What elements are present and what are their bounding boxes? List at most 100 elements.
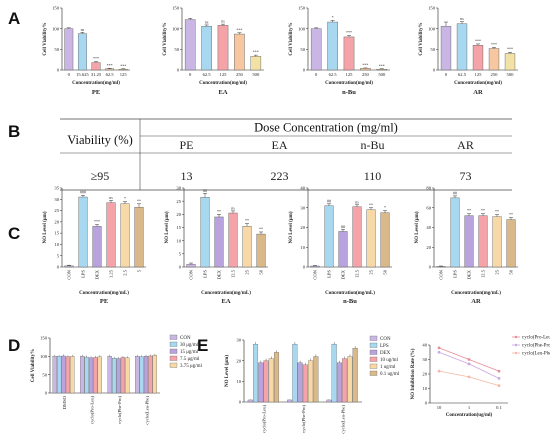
chart-a-ea: 0 50 100 150 Cell Viability% 0 ns 62.5 ns 125 *** 2…: [163, 6, 264, 96]
bar: [360, 68, 371, 71]
y-axis-label: NO Inhibition Rate (%): [411, 348, 416, 399]
chart-d: 0 50 100 150 Cell Viability% DMSO cyclo(Pro-Le…: [31, 334, 202, 425]
y-axis-label: Cell Viability%: [289, 22, 294, 55]
y-tick-label: 25: [54, 208, 59, 213]
panel-letter-d: D: [8, 336, 20, 355]
significance-label: ***: [491, 42, 497, 47]
x-tick-label: DEX: [95, 269, 100, 279]
y-tick-label: 30: [54, 197, 59, 202]
significance-label: **: [217, 209, 221, 214]
bar: [492, 216, 502, 268]
y-tick-label: 35: [54, 186, 59, 191]
x-tick-label: 12.5: [481, 269, 486, 278]
bar: [201, 25, 212, 71]
bar: [52, 356, 57, 394]
y-axis-label: Cell Viability%: [43, 22, 48, 55]
legend-swatch: [369, 349, 378, 355]
bar: [57, 356, 62, 394]
x-tick-label: cyclo(Leu-Phe): [340, 405, 345, 434]
x-tick-label: 250: [236, 72, 244, 77]
x-tick-label: 250: [491, 72, 499, 77]
significance-label: ##: [203, 188, 207, 193]
bar: [464, 215, 474, 268]
x-tick-label: 0: [68, 72, 71, 77]
y-tick-label: 20: [54, 219, 59, 224]
significance-label: **: [259, 226, 263, 231]
legend-swatch: [369, 342, 378, 348]
legend-label: 7.5 μg/ml: [180, 357, 200, 362]
x-tick-label: 50: [259, 269, 264, 274]
y-tick-label: 0: [239, 400, 242, 405]
y-tick-label: 20: [236, 358, 241, 363]
significance-label: ns: [221, 19, 225, 24]
y-tick-label: 0: [57, 265, 60, 270]
y-tick-label: 15: [54, 231, 59, 236]
x-axis-label: Concentration(mg/ml): [199, 81, 247, 86]
data-point: [437, 346, 441, 350]
x-tick-label: 62.5: [458, 72, 467, 77]
x-tick-label: 125: [220, 72, 228, 77]
x-tick-label: 500: [507, 72, 515, 77]
chart-c-nbu: 0 10 20 30 40 NO Level (μm) CON ## LPS ## DEX ns 12.…: [289, 186, 392, 305]
y-axis-label: NO Level (μm): [43, 211, 48, 243]
bar: [77, 33, 87, 71]
y-tick-label: 100: [172, 26, 180, 31]
legend-label: 30 μg/ml: [180, 343, 199, 348]
bar: [247, 399, 253, 403]
panel-letter-c: C: [8, 224, 20, 243]
bar: [105, 68, 115, 71]
significance-label: **: [369, 202, 373, 207]
y-tick-label: 50: [174, 47, 179, 52]
x-tick-label: 25: [495, 269, 500, 274]
x-tick-label: 62.5: [203, 72, 212, 77]
chart-e-bars: 0 10 20 30 NO Level (μm) cyclo(Pro-Leu) cyclo(…: [225, 335, 400, 434]
bar: [268, 358, 274, 403]
x-tick-label: 62.5: [106, 72, 115, 77]
bar: [200, 197, 210, 268]
bar: [61, 355, 66, 394]
legend-swatch: [169, 355, 178, 361]
data-point: [497, 369, 501, 373]
bar: [228, 212, 238, 268]
y-tick-label: 100: [52, 26, 60, 31]
bar: [504, 53, 516, 71]
x-tick-label: 2.5: [123, 269, 128, 275]
y-tick-label: 20: [422, 372, 427, 377]
significance-label: ##: [327, 198, 331, 203]
panel-letter-a: A: [8, 9, 20, 28]
chart-title: n-Bu: [342, 89, 356, 96]
chart-title: PE: [100, 298, 108, 305]
bar: [152, 355, 157, 394]
x-tick-label: 50: [509, 269, 514, 274]
bar: [120, 357, 126, 394]
x-tick-label: 0: [189, 72, 192, 77]
bar: [352, 206, 362, 268]
table-header-label: Viability (%): [67, 133, 133, 147]
y-axis-label: NO Level (μm): [225, 355, 230, 387]
x-tick-label: 500: [378, 72, 386, 77]
bar: [214, 216, 224, 268]
table-cell: 110: [364, 169, 382, 183]
y-tick-label: 20: [300, 225, 305, 230]
bar: [148, 355, 153, 394]
bar: [263, 360, 269, 403]
y-tick-label: 150: [52, 6, 60, 11]
table-column-header: EA: [272, 138, 288, 152]
significance-label: ***: [362, 62, 368, 67]
y-axis-label: NO Level (μm): [165, 211, 170, 243]
bar: [456, 23, 468, 71]
x-tick-label: 0: [315, 72, 318, 77]
significance-label: ns: [81, 27, 85, 32]
bar: [336, 362, 342, 403]
y-tick-label: 20: [426, 245, 431, 250]
bar: [308, 360, 314, 403]
bar: [440, 25, 452, 71]
x-tick-label: 31.25: [91, 72, 102, 77]
bar: [97, 356, 102, 394]
x-axis-label: Concentration(mg/mL): [325, 291, 375, 296]
chart-c-ar: 0 20 40 60 80 NO Level (μm) CON ## LPS ** DEX ** 12.…: [415, 186, 518, 305]
y-tick-label: 40: [422, 343, 427, 348]
bar: [342, 358, 348, 403]
bar: [88, 357, 94, 394]
